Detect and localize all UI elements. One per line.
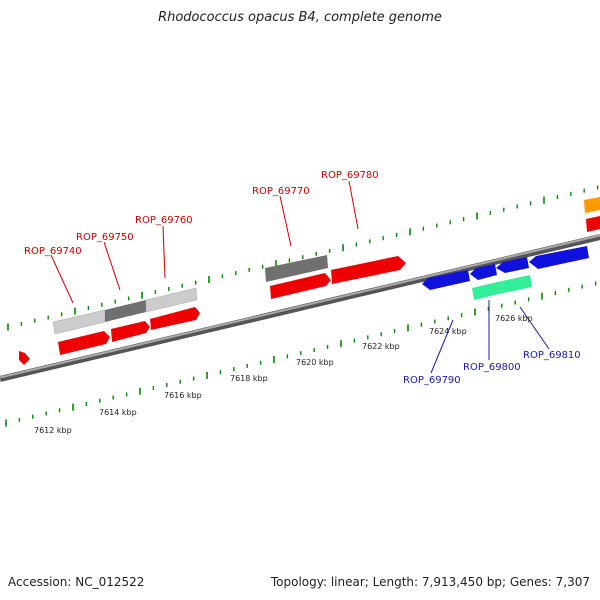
scale-label: 7624 kbp — [429, 327, 467, 336]
cds-arrow-forward[interactable] — [586, 216, 600, 232]
scale-label: 7614 kbp — [99, 408, 137, 417]
genome-backbone-highlight — [0, 234, 600, 379]
gene-label-rop_69790[interactable]: ROP_69790 — [403, 375, 461, 386]
feature-orange[interactable] — [584, 197, 600, 213]
gene-label-rop_69800[interactable]: ROP_69800 — [463, 362, 521, 373]
gene-label-rop_69750[interactable]: ROP_69750 — [76, 232, 134, 243]
cds-arrow-forward[interactable] — [270, 273, 331, 299]
label-leader — [430, 319, 454, 374]
scale-label: 7612 kbp — [34, 426, 72, 435]
label-leader — [519, 306, 550, 350]
cds-arrow-forward[interactable] — [150, 307, 200, 330]
rna-feature[interactable] — [502, 275, 532, 293]
gene-feature-dark-gray[interactable] — [105, 300, 146, 322]
accession-text: Accession: NC_012522 — [8, 575, 145, 589]
scale-label: 7616 kbp — [164, 391, 202, 400]
scale-label: 7626 kbp — [495, 314, 533, 323]
label-leader — [348, 180, 359, 230]
scale-label: 7618 kbp — [230, 374, 268, 383]
label-leader — [50, 254, 74, 304]
cds-arrow-reverse[interactable] — [470, 264, 497, 280]
cds-arrow-small[interactable] — [19, 351, 30, 365]
cds-arrow-reverse[interactable] — [496, 257, 529, 273]
rna-feature[interactable] — [472, 281, 503, 300]
label-leader — [162, 225, 166, 279]
scale-label: 7620 kbp — [296, 358, 334, 367]
lower-tick-track — [5, 281, 597, 427]
label-leader — [279, 195, 292, 247]
cds-arrow-forward[interactable] — [111, 321, 150, 342]
scale-labels: 7612 kbp 7614 kbp 7616 kbp 7618 kbp 7620 kbp… — [34, 314, 533, 435]
gene-label-rop_69760[interactable]: ROP_69760 — [135, 215, 193, 226]
gene-feature-gray[interactable] — [52, 309, 106, 335]
gene-feature-dark-gray[interactable] — [265, 255, 328, 282]
map-title: Rhodococcus opacus B4, complete genome — [158, 10, 442, 25]
cds-arrow-reverse[interactable] — [529, 246, 589, 269]
cds-arrow-forward[interactable] — [58, 331, 110, 355]
cds-arrow-reverse[interactable] — [422, 270, 470, 290]
upper-tick-track — [7, 185, 599, 331]
gene-label-rop_69770[interactable]: ROP_69770 — [252, 186, 310, 197]
genome-summary-text: Topology: linear; Length: 7,913,450 bp; … — [270, 575, 590, 589]
gene-label-rop_69810[interactable]: ROP_69810 — [523, 350, 581, 361]
label-leader — [103, 241, 121, 291]
gene-label-rop_69740[interactable]: ROP_69740 — [24, 246, 82, 257]
cds-arrow-forward[interactable] — [331, 256, 406, 284]
gene-feature-gray[interactable] — [145, 287, 198, 313]
scale-label: 7622 kbp — [362, 342, 400, 351]
gene-label-rop_69780[interactable]: ROP_69780 — [321, 170, 379, 181]
genome-backbone — [0, 234, 600, 382]
